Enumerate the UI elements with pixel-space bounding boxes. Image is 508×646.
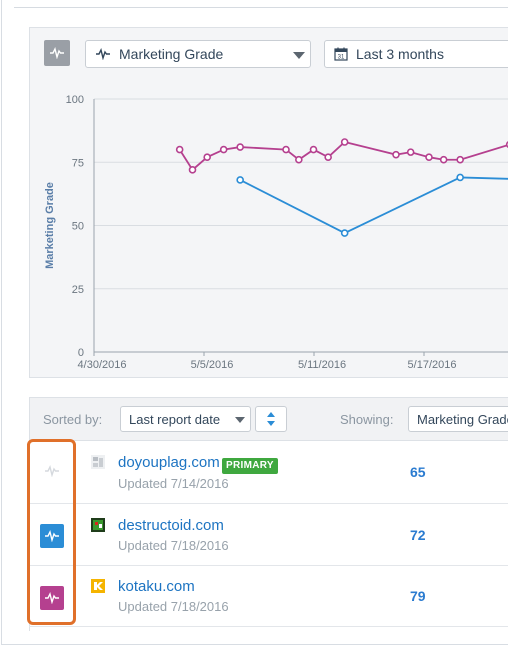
data-point [295,155,303,164]
grade-score[interactable]: 79 [410,588,426,604]
y-tick-label: 100 [66,94,84,106]
showing-select[interactable]: Marketing Grade [408,406,508,432]
sort-select-label: Last report date [129,411,221,427]
chevron-down-icon [293,52,305,59]
site-favicon [91,579,105,593]
pulse-icon [96,48,110,60]
grade-score[interactable]: 72 [410,527,426,543]
sort-select[interactable]: Last report date [120,406,251,432]
data-point [392,150,400,159]
domain-link[interactable]: doyouplag.com [118,454,220,471]
row-divider [29,626,508,627]
data-point [439,155,448,164]
pulse-icon [45,592,59,604]
date-range-select[interactable]: 31 Last 3 months [324,40,508,68]
chart-toggle-button[interactable] [44,40,70,66]
data-point [219,145,228,154]
y-tick-label: 25 [72,284,84,296]
showing-label: Showing: [340,412,394,427]
row-divider [29,565,508,566]
data-point [340,138,349,146]
primary-badge: PRIMARY [222,458,278,474]
sort-direction-button[interactable] [255,406,287,432]
x-tick-label: 5/11/2016 [298,359,346,371]
calendar-icon: 31 [334,47,348,61]
pulse-icon [45,465,59,477]
chevron-down-icon [235,417,245,423]
data-point [456,155,464,164]
updated-date: Updated 7/18/2016 [118,538,229,553]
data-point [309,145,318,154]
data-point [456,173,464,182]
data-point [236,143,244,151]
metric-select[interactable]: Marketing Grade [85,40,311,68]
row-chart-toggle[interactable] [40,524,64,548]
svg-text:31: 31 [338,55,345,61]
y-tick-label: 50 [72,221,84,233]
toggle-highlight-box [27,439,76,625]
x-tick-label: 5/17/2016 [408,359,457,371]
y-axis-label: Marketing Grade [44,182,56,269]
site-favicon [91,518,105,532]
y-tick-label: 75 [72,157,84,169]
grade-score[interactable]: 65 [410,464,426,480]
data-point [282,145,290,154]
row-chart-toggle[interactable] [40,459,64,483]
domain-link[interactable]: kotaku.com [118,578,195,595]
data-point [236,176,244,184]
x-tick-label: 4/30/2016 [78,359,127,371]
pulse-icon [50,47,64,59]
domain-link[interactable]: destructoid.com [118,517,224,534]
data-point [188,166,197,174]
sorted-by-label: Sorted by: [43,412,103,427]
series-line [178,141,508,172]
x-tick-label: 5/5/2016 [191,359,234,371]
data-point [203,153,211,161]
y-tick-label: 0 [78,347,84,359]
data-point [175,145,184,154]
series-line [239,176,508,235]
line-chart: 0 25 50 75 100 4/30/2016 5/5/2016 5/11/2016 5/17… [44,94,508,371]
row-chart-toggle[interactable] [40,586,64,610]
data-point [425,153,433,161]
showing-select-label: Marketing Grade [417,411,508,427]
data-point [340,229,349,237]
data-point [324,153,332,161]
updated-date: Updated 7/18/2016 [118,599,229,614]
metric-select-label: Marketing Grade [119,46,224,62]
sort-arrows-icon [267,412,275,426]
row-divider [29,503,508,504]
pulse-icon [45,530,59,542]
site-favicon [91,455,105,469]
updated-date: Updated 7/14/2016 [118,476,229,491]
chart-panel [29,27,508,378]
date-range-label: Last 3 months [356,46,444,62]
data-point [406,148,415,156]
top-divider [14,7,508,8]
